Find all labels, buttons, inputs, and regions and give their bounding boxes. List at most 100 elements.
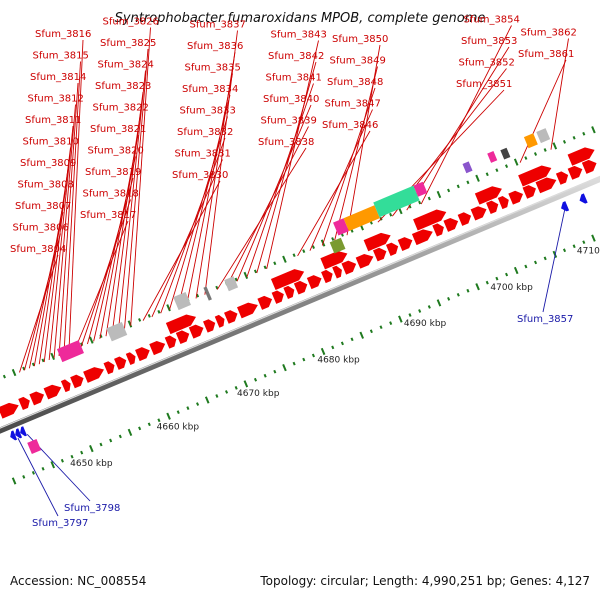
gene-label-sfum-3817[interactable]: Sfum_3817 [80, 210, 136, 221]
gene-label-sfum-3832[interactable]: Sfum_3832 [177, 127, 233, 138]
upper-tick [166, 304, 171, 312]
gene-label-sfum-3820[interactable]: Sfum_3820 [88, 146, 144, 157]
gene-label-sfum-3841[interactable]: Sfum_3841 [266, 73, 322, 84]
gene-label-sfum-3808[interactable]: Sfum_3808 [18, 180, 74, 191]
leader-line [43, 147, 71, 363]
lower-tick [138, 426, 142, 431]
gene-label-sfum-3811[interactable]: Sfum_3811 [25, 115, 81, 126]
gene-label-sfum-3806[interactable]: Sfum_3806 [13, 223, 69, 234]
gene-arrow [474, 186, 502, 205]
gene-arrow [283, 285, 295, 299]
position-tick-label: 4660 kbp [157, 423, 200, 433]
leader-line [111, 91, 144, 334]
gene-label-sfum-3835[interactable]: Sfum_3835 [185, 63, 241, 74]
upper-tick [147, 314, 151, 318]
position-tick-label: 4670 kbp [237, 389, 280, 399]
gene-arrow [60, 379, 71, 393]
gene-label-sfum-3819[interactable]: Sfum_3819 [85, 167, 141, 178]
gene-label-sfum-3853[interactable]: Sfum_3853 [461, 36, 517, 47]
leader-line [105, 113, 141, 337]
lower-tick [166, 412, 171, 420]
gene-label-sfum-3822[interactable]: Sfum_3822 [93, 103, 149, 114]
gene-label-sfum-3852[interactable]: Sfum_3852 [459, 58, 515, 69]
gene-label-sfum-3836[interactable]: Sfum_3836 [187, 41, 243, 52]
gene-label-sfum-3862[interactable]: Sfum_3862 [521, 28, 577, 39]
gene-label-sfum-3825[interactable]: Sfum_3825 [100, 38, 156, 49]
gene-label-sfum-3854[interactable]: Sfum_3854 [464, 15, 520, 26]
upper-tick [533, 152, 538, 156]
gene-arrow [103, 361, 115, 375]
genome-summary-text: Topology: circular; Length: 4,990,251 bp… [260, 574, 590, 588]
gene-label-sfum-3834[interactable]: Sfum_3834 [182, 84, 238, 95]
upper-tick [513, 158, 519, 166]
reverse-gene-arrow [10, 430, 18, 441]
gene-label-sfum-3797[interactable]: Sfum_3797 [32, 518, 88, 529]
gene-arrow [271, 290, 284, 304]
gene-label-sfum-3821[interactable]: Sfum_3821 [90, 124, 146, 135]
gene-arrow [237, 302, 258, 319]
gene-label-sfum-3798[interactable]: Sfum_3798 [64, 503, 120, 514]
gene-label-sfum-3833[interactable]: Sfum_3833 [180, 106, 236, 117]
gene-arrow [188, 324, 204, 339]
lower-tick [447, 296, 451, 301]
gene-label-sfum-3838[interactable]: Sfum_3838 [258, 137, 314, 148]
gene-label-sfum-3851[interactable]: Sfum_3851 [456, 79, 512, 90]
upper-tick [485, 172, 489, 177]
lower-tick [572, 244, 576, 249]
upper-tick [253, 269, 258, 274]
leader-line [151, 159, 223, 318]
upper-tick [572, 135, 576, 140]
gene-label-sfum-3815[interactable]: Sfum_3815 [33, 51, 89, 62]
feature-pseudogene [536, 128, 551, 144]
upper-tick [22, 366, 26, 371]
gene-label-sfum-3839[interactable]: Sfum_3839 [261, 116, 317, 127]
lower-tick [379, 325, 383, 330]
gene-label-sfum-3804[interactable]: Sfum_3804 [10, 244, 66, 255]
lower-tick [60, 458, 64, 463]
gene-label-sfum-3812[interactable]: Sfum_3812 [28, 94, 84, 105]
gene-label-sfum-3849[interactable]: Sfum_3849 [330, 56, 386, 67]
gene-arrow [363, 232, 391, 252]
gene-arrow [497, 196, 509, 210]
gene-label-sfum-3850[interactable]: Sfum_3850 [332, 34, 388, 45]
gene-label-sfum-3816[interactable]: Sfum_3816 [35, 29, 91, 40]
lower-tick [70, 454, 74, 459]
gene-label-sfum-3831[interactable]: Sfum_3831 [175, 149, 231, 160]
feature-pseudogene [106, 321, 128, 342]
gene-label-sfum-3861[interactable]: Sfum_3861 [518, 49, 574, 60]
gene-label-sfum-3824[interactable]: Sfum_3824 [98, 60, 154, 71]
feature-rna [333, 218, 349, 236]
gene-arrow [457, 212, 472, 226]
gene-label-sfum-3842[interactable]: Sfum_3842 [268, 51, 324, 62]
label-leader-lines [17, 25, 569, 517]
gene-label-sfum-3848[interactable]: Sfum_3848 [327, 77, 383, 88]
leader-line [58, 82, 79, 356]
lower-tick [436, 299, 442, 307]
gene-label-sfum-3818[interactable]: Sfum_3818 [83, 189, 139, 200]
gene-label-sfum-3837[interactable]: Sfum_3837 [190, 20, 246, 31]
gene-label-sfum-3840[interactable]: Sfum_3840 [263, 94, 319, 105]
gene-label-sfum-3843[interactable]: Sfum_3843 [271, 30, 327, 41]
lower-tick [320, 347, 326, 356]
gene-arrow [224, 310, 238, 324]
lower-tick [311, 353, 315, 358]
gene-arrow [175, 330, 190, 345]
leader-line [346, 44, 381, 236]
gene-label-sfum-3847[interactable]: Sfum_3847 [325, 99, 381, 110]
gene-label-sfum-3823[interactable]: Sfum_3823 [95, 81, 151, 92]
gene-label-sfum-3814[interactable]: Sfum_3814 [30, 72, 86, 83]
gene-label-sfum-3830[interactable]: Sfum_3830 [172, 170, 228, 181]
gene-arrow [70, 374, 84, 389]
gene-label-sfum-3857[interactable]: Sfum_3857 [517, 314, 573, 325]
gene-labels[interactable]: Sfum_3804 Sfum_3806 Sfum_3807 Sfum_3808 Sfum… [10, 15, 577, 530]
gene-label-sfum-3810[interactable]: Sfum_3810 [23, 137, 79, 148]
gene-arrow [518, 165, 552, 187]
leader-line [195, 51, 236, 299]
gene-label-sfum-3826[interactable]: Sfum_3826 [103, 17, 159, 28]
lower-tick [118, 434, 122, 439]
gene-label-sfum-3846[interactable]: Sfum_3846 [322, 120, 378, 131]
gene-label-sfum-3809[interactable]: Sfum_3809 [20, 158, 76, 169]
gene-label-sfum-3807[interactable]: Sfum_3807 [15, 201, 71, 212]
upper-tick [427, 196, 431, 201]
upper-tick [331, 237, 335, 241]
